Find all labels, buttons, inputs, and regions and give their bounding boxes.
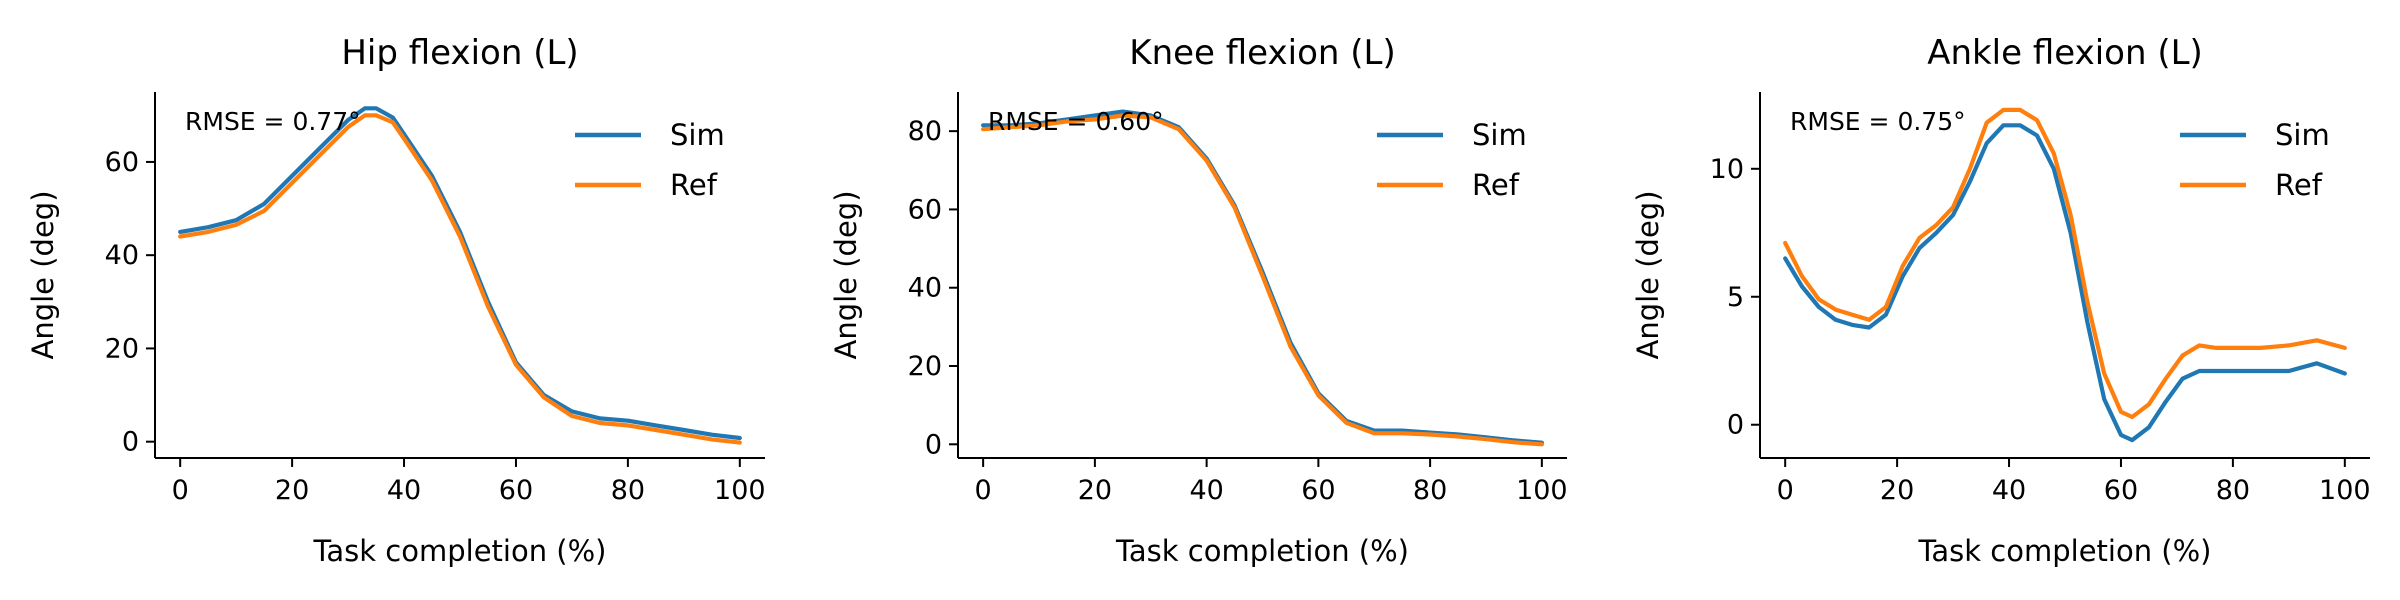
x-tick-label: 0: [172, 475, 189, 506]
x-axis-label: Task completion (%): [312, 534, 606, 568]
x-axis-label: Task completion (%): [1917, 534, 2211, 568]
chart-panel-3: Ankle flexion (L) 0 20 40 60 80 100 0 5 10 Task co…: [1631, 33, 2371, 568]
x-tick-label: 40: [1992, 475, 2026, 506]
x-tick-label: 80: [2216, 475, 2250, 506]
y-tick-label: 0: [925, 429, 942, 460]
series-line-ref: [178, 113, 742, 445]
y-axis-label: Angle (deg): [26, 190, 60, 359]
legend: Sim Ref: [2180, 118, 2330, 202]
chart-panel-2: Knee flexion (L)0 20 40 60 80 100020406080Tas…: [829, 33, 1568, 568]
rmse-annotation: RMSE = 0.75°: [1790, 107, 1966, 136]
y-tick-label: 80: [908, 116, 942, 147]
rmse-annotation: RMSE = 0.77°: [185, 107, 361, 136]
legend-label: Ref: [670, 168, 718, 202]
x-tick-label: 20: [1078, 475, 1112, 506]
y-axis-label: Angle (deg): [829, 190, 863, 359]
y-tick-label: 40: [908, 273, 942, 304]
x-tick-label: 100: [714, 475, 766, 506]
legend: Sim Ref: [575, 118, 725, 202]
rmse-annotation: RMSE = 0.60°: [988, 107, 1164, 136]
legend: Sim Ref: [1377, 118, 1527, 202]
y-tick-label: 60: [105, 147, 139, 178]
legend-label: Sim: [1472, 118, 1527, 152]
legend-label: Sim: [2275, 118, 2330, 152]
y-tick-label: 0: [1727, 410, 1744, 441]
x-tick-label: 40: [1189, 475, 1223, 506]
x-tick-label: 0: [975, 475, 992, 506]
x-tick-label: 60: [2104, 475, 2138, 506]
x-tick-label: 100: [1516, 475, 1568, 506]
x-tick-label: 60: [499, 475, 533, 506]
legend-label: Ref: [2275, 168, 2323, 202]
legend-label: Sim: [670, 118, 725, 152]
x-tick-label: 60: [1301, 475, 1335, 506]
chart-title: Hip flexion (L): [341, 33, 578, 73]
chart-panel-1: Hip flexion (L) 0 20 40 60 80 100 0 20 40 60 Task c…: [26, 33, 766, 568]
y-tick-label: 20: [105, 333, 139, 364]
y-axis-label: Angle (deg): [1631, 190, 1665, 359]
x-tick-label: 20: [1880, 475, 1914, 506]
x-tick-label: 80: [1413, 475, 1447, 506]
legend-label: Ref: [1472, 168, 1520, 202]
chart-title: Ankle flexion (L): [1927, 33, 2203, 73]
x-axis-label: Task completion (%): [1115, 534, 1409, 568]
y-tick-label: 60: [908, 194, 942, 225]
x-tick-label: 100: [2319, 475, 2371, 506]
y-tick-label: 0: [122, 427, 139, 458]
y-tick-label: 10: [1710, 154, 1744, 185]
series-line-sim: [178, 106, 742, 441]
y-tick-label: 20: [908, 351, 942, 382]
chart-title: Knee flexion (L): [1129, 33, 1395, 73]
x-tick-label: 40: [387, 475, 421, 506]
series-line-sim: [1783, 123, 2347, 443]
series-line-ref: [980, 113, 1545, 447]
x-tick-label: 20: [275, 475, 309, 506]
series-line-ref: [1783, 107, 2347, 420]
y-tick-label: 5: [1727, 282, 1744, 313]
y-tick-label: 40: [105, 240, 139, 271]
x-tick-label: 0: [1777, 475, 1794, 506]
x-tick-label: 80: [611, 475, 645, 506]
